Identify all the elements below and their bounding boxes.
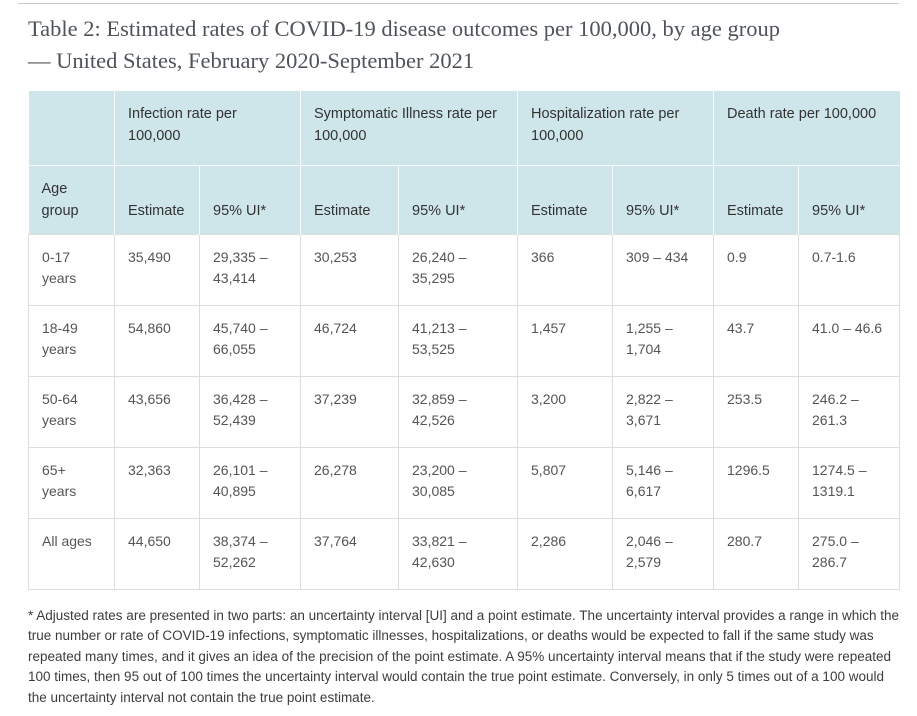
cell-age-group: All ages	[28, 517, 115, 590]
cell-symptomatic-ui: 32,859 – 42,526	[398, 375, 519, 448]
cell-hospitalization-ui: 2,822 – 3,671	[612, 375, 715, 448]
cell-death-ui: 0.7-1.6	[798, 233, 901, 306]
col-header-death-estimate: Estimate	[713, 165, 799, 234]
cell-hospitalization-ui: 2,046 – 2,579	[612, 517, 715, 590]
col-header-hospitalization-estimate: Estimate	[517, 165, 613, 234]
group-header-infection: Infection rate per 100,000	[113, 91, 301, 166]
group-header-row: Infection rate per 100,000 Symptomatic I…	[28, 91, 900, 166]
col-header-infection-estimate: Estimate	[114, 165, 200, 234]
group-header-hospitalization: Hospitalization rate per 100,000	[517, 91, 714, 166]
cell-infection-ui: 38,374 – 52,262	[198, 517, 302, 590]
cell-symptomatic-estimate: 46,724	[300, 304, 400, 377]
cell-symptomatic-estimate: 37,239	[300, 375, 400, 448]
table-row: 18-49 years 54,860 45,740 – 66,055 46,72…	[28, 304, 901, 377]
cell-symptomatic-ui: 33,821 – 42,630	[398, 517, 519, 590]
col-header-hospitalization-ui: 95% UI*	[612, 165, 714, 234]
cell-hospitalization-ui: 309 – 434	[612, 233, 715, 306]
cell-hospitalization-ui: 5,146 – 6,617	[612, 446, 715, 519]
covid-rates-table: Infection rate per 100,000 Symptomatic I…	[28, 91, 901, 590]
corner-cell	[28, 91, 115, 166]
cell-hospitalization-estimate: 366	[517, 233, 614, 306]
col-header-symptomatic-ui: 95% UI*	[398, 165, 518, 234]
col-header-age-group: Age group	[28, 165, 115, 234]
cell-hospitalization-estimate: 5,807	[517, 446, 614, 519]
cell-death-estimate: 0.9	[713, 233, 800, 306]
table-body: 0-17 years 35,490 29,335 – 43,414 30,253…	[28, 233, 901, 590]
cell-hospitalization-estimate: 2,286	[517, 517, 614, 590]
cell-infection-estimate: 44,650	[114, 517, 200, 590]
content-area: Table 2: Estimated rates of COVID-19 dis…	[18, 13, 901, 708]
cell-infection-estimate: 43,656	[114, 375, 200, 448]
cell-infection-ui: 26,101 – 40,895	[198, 446, 302, 519]
table-row: 50-64 years 43,656 36,428 – 52,439 37,23…	[28, 375, 901, 448]
cell-symptomatic-estimate: 30,253	[300, 233, 400, 306]
column-header-row: Age group Estimate 95% UI* Estimate 95% …	[28, 165, 900, 234]
footnote: * Adjusted rates are presented in two pa…	[28, 607, 899, 705]
group-header-death: Death rate per 100,000	[713, 91, 900, 166]
cell-infection-estimate: 35,490	[114, 233, 200, 306]
cell-death-estimate: 1296.5	[713, 446, 800, 519]
group-header-symptomatic: Symptomatic Illness rate per 100,000	[300, 91, 518, 166]
cell-symptomatic-ui: 41,213 – 53,525	[398, 304, 519, 377]
table-row: 65+ years 32,363 26,101 – 40,895 26,278 …	[28, 446, 901, 519]
cell-death-ui: 275.0 – 286.7	[798, 517, 901, 590]
cell-death-ui: 246.2 – 261.3	[798, 375, 901, 448]
cell-death-estimate: 280.7	[713, 517, 800, 590]
col-header-symptomatic-estimate: Estimate	[300, 165, 399, 234]
cell-death-estimate: 253.5	[713, 375, 800, 448]
col-header-infection-ui: 95% UI*	[198, 165, 301, 234]
cell-infection-ui: 29,335 – 43,414	[198, 233, 302, 306]
cell-age-group: 18-49 years	[28, 304, 115, 377]
cell-infection-estimate: 32,363	[114, 446, 200, 519]
cell-hospitalization-estimate: 3,200	[517, 375, 614, 448]
cell-death-estimate: 43.7	[713, 304, 800, 377]
table-row: All ages 44,650 38,374 – 52,262 37,764 3…	[28, 517, 901, 590]
cell-symptomatic-ui: 26,240 – 35,295	[398, 233, 519, 306]
cell-hospitalization-ui: 1,255 – 1,704	[612, 304, 715, 377]
cell-symptomatic-ui: 23,200 – 30,085	[398, 446, 519, 519]
table-header: Infection rate per 100,000 Symptomatic I…	[28, 91, 900, 234]
col-header-death-ui: 95% UI*	[798, 165, 900, 234]
cell-infection-ui: 45,740 – 66,055	[198, 304, 302, 377]
cell-infection-ui: 36,428 – 52,439	[198, 375, 302, 448]
cell-infection-estimate: 54,860	[114, 304, 200, 377]
top-divider	[18, 3, 899, 4]
cell-death-ui: 1274.5 – 1319.1	[798, 446, 901, 519]
cell-symptomatic-estimate: 26,278	[300, 446, 400, 519]
table-row: 0-17 years 35,490 29,335 – 43,414 30,253…	[28, 233, 901, 306]
cell-age-group: 65+ years	[28, 446, 115, 519]
cell-symptomatic-estimate: 37,764	[300, 517, 400, 590]
cell-age-group: 50-64 years	[28, 375, 115, 448]
cell-age-group: 0-17 years	[28, 233, 115, 306]
cell-hospitalization-estimate: 1,457	[517, 304, 614, 377]
page-title: Table 2: Estimated rates of COVID-19 dis…	[28, 16, 780, 73]
cell-death-ui: 41.0 – 46.6	[798, 304, 901, 377]
